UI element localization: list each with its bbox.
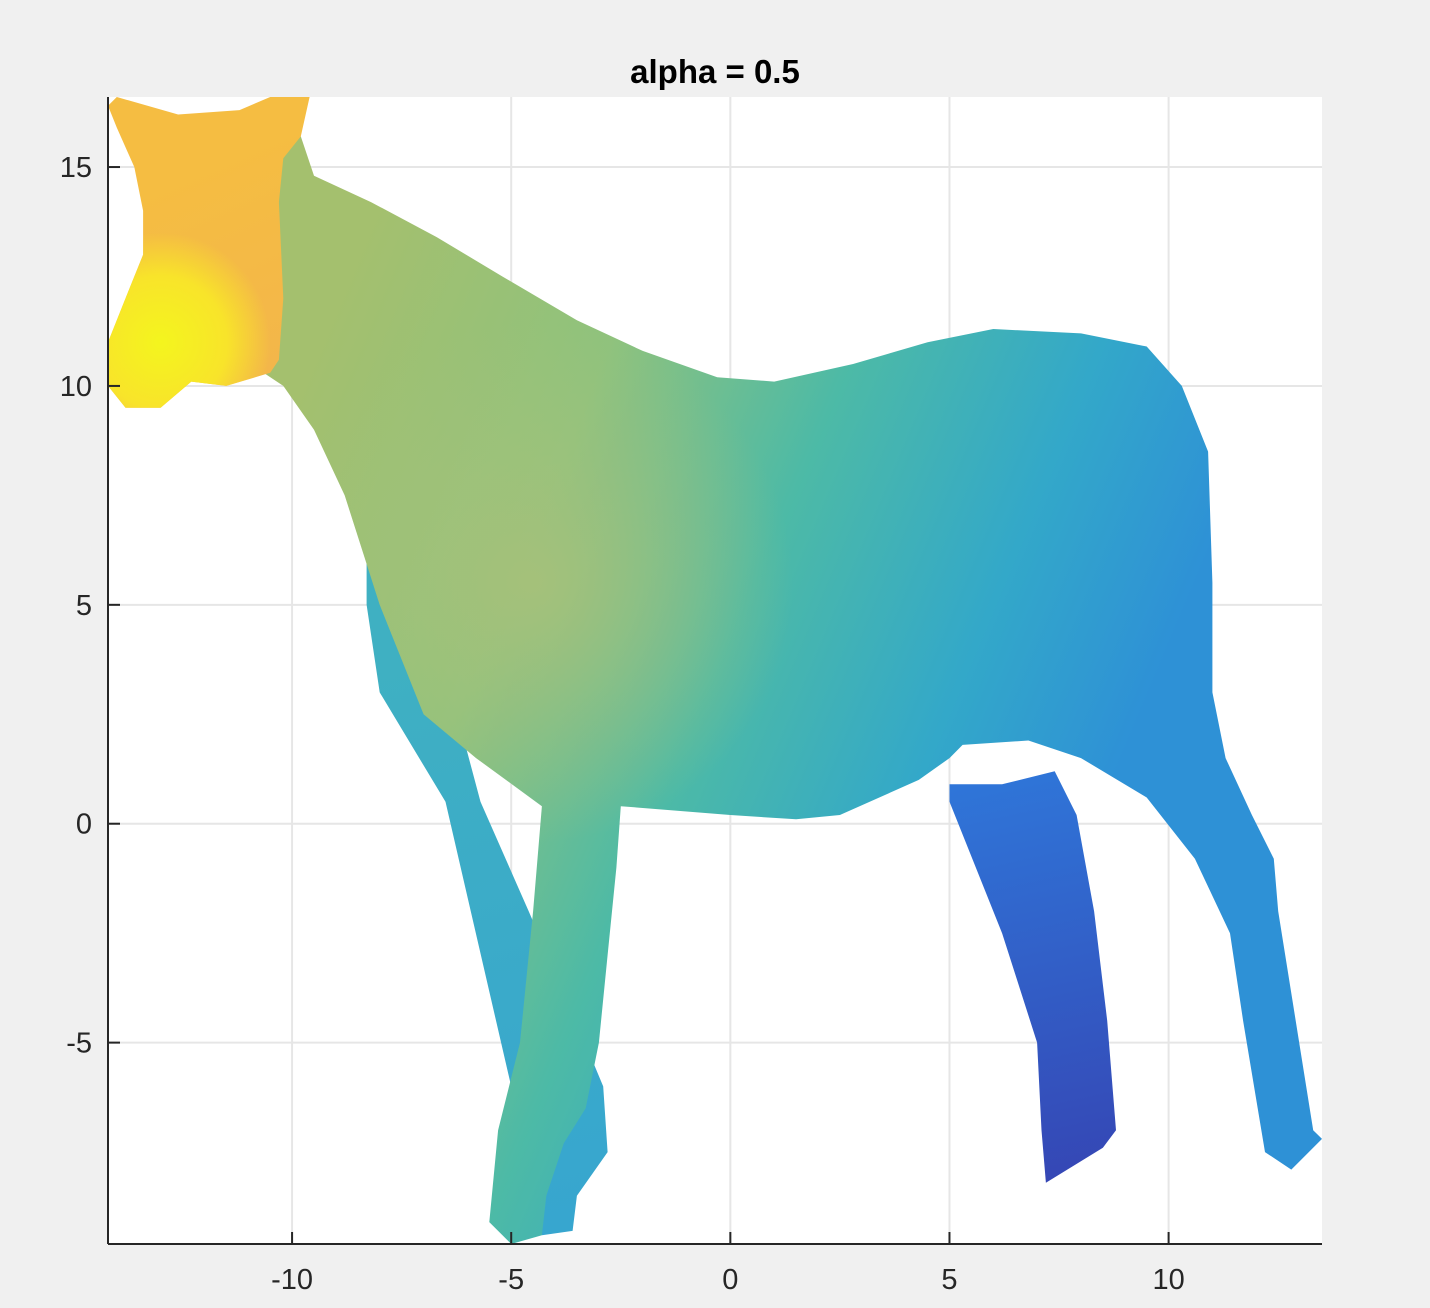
x-tick-label: -10 xyxy=(271,1264,313,1296)
x-tick-label: 5 xyxy=(941,1264,957,1296)
y-tick-label: 5 xyxy=(76,590,92,622)
y-tick-label: 15 xyxy=(60,152,92,184)
x-tick-label: -5 xyxy=(498,1264,524,1296)
x-tick-label: 10 xyxy=(1152,1264,1184,1296)
y-tick-label: 0 xyxy=(76,809,92,841)
x-tick-label: 0 xyxy=(722,1264,738,1296)
muzzle-patch xyxy=(108,97,310,408)
chart-title: alpha = 0.5 xyxy=(630,53,800,90)
zebra-surface xyxy=(108,97,1322,1244)
far-hind-leg-patch xyxy=(949,771,1116,1183)
y-tick-label: 10 xyxy=(60,371,92,403)
y-tick-label: -5 xyxy=(66,1028,92,1060)
body-highlight-patch xyxy=(243,136,1322,1244)
